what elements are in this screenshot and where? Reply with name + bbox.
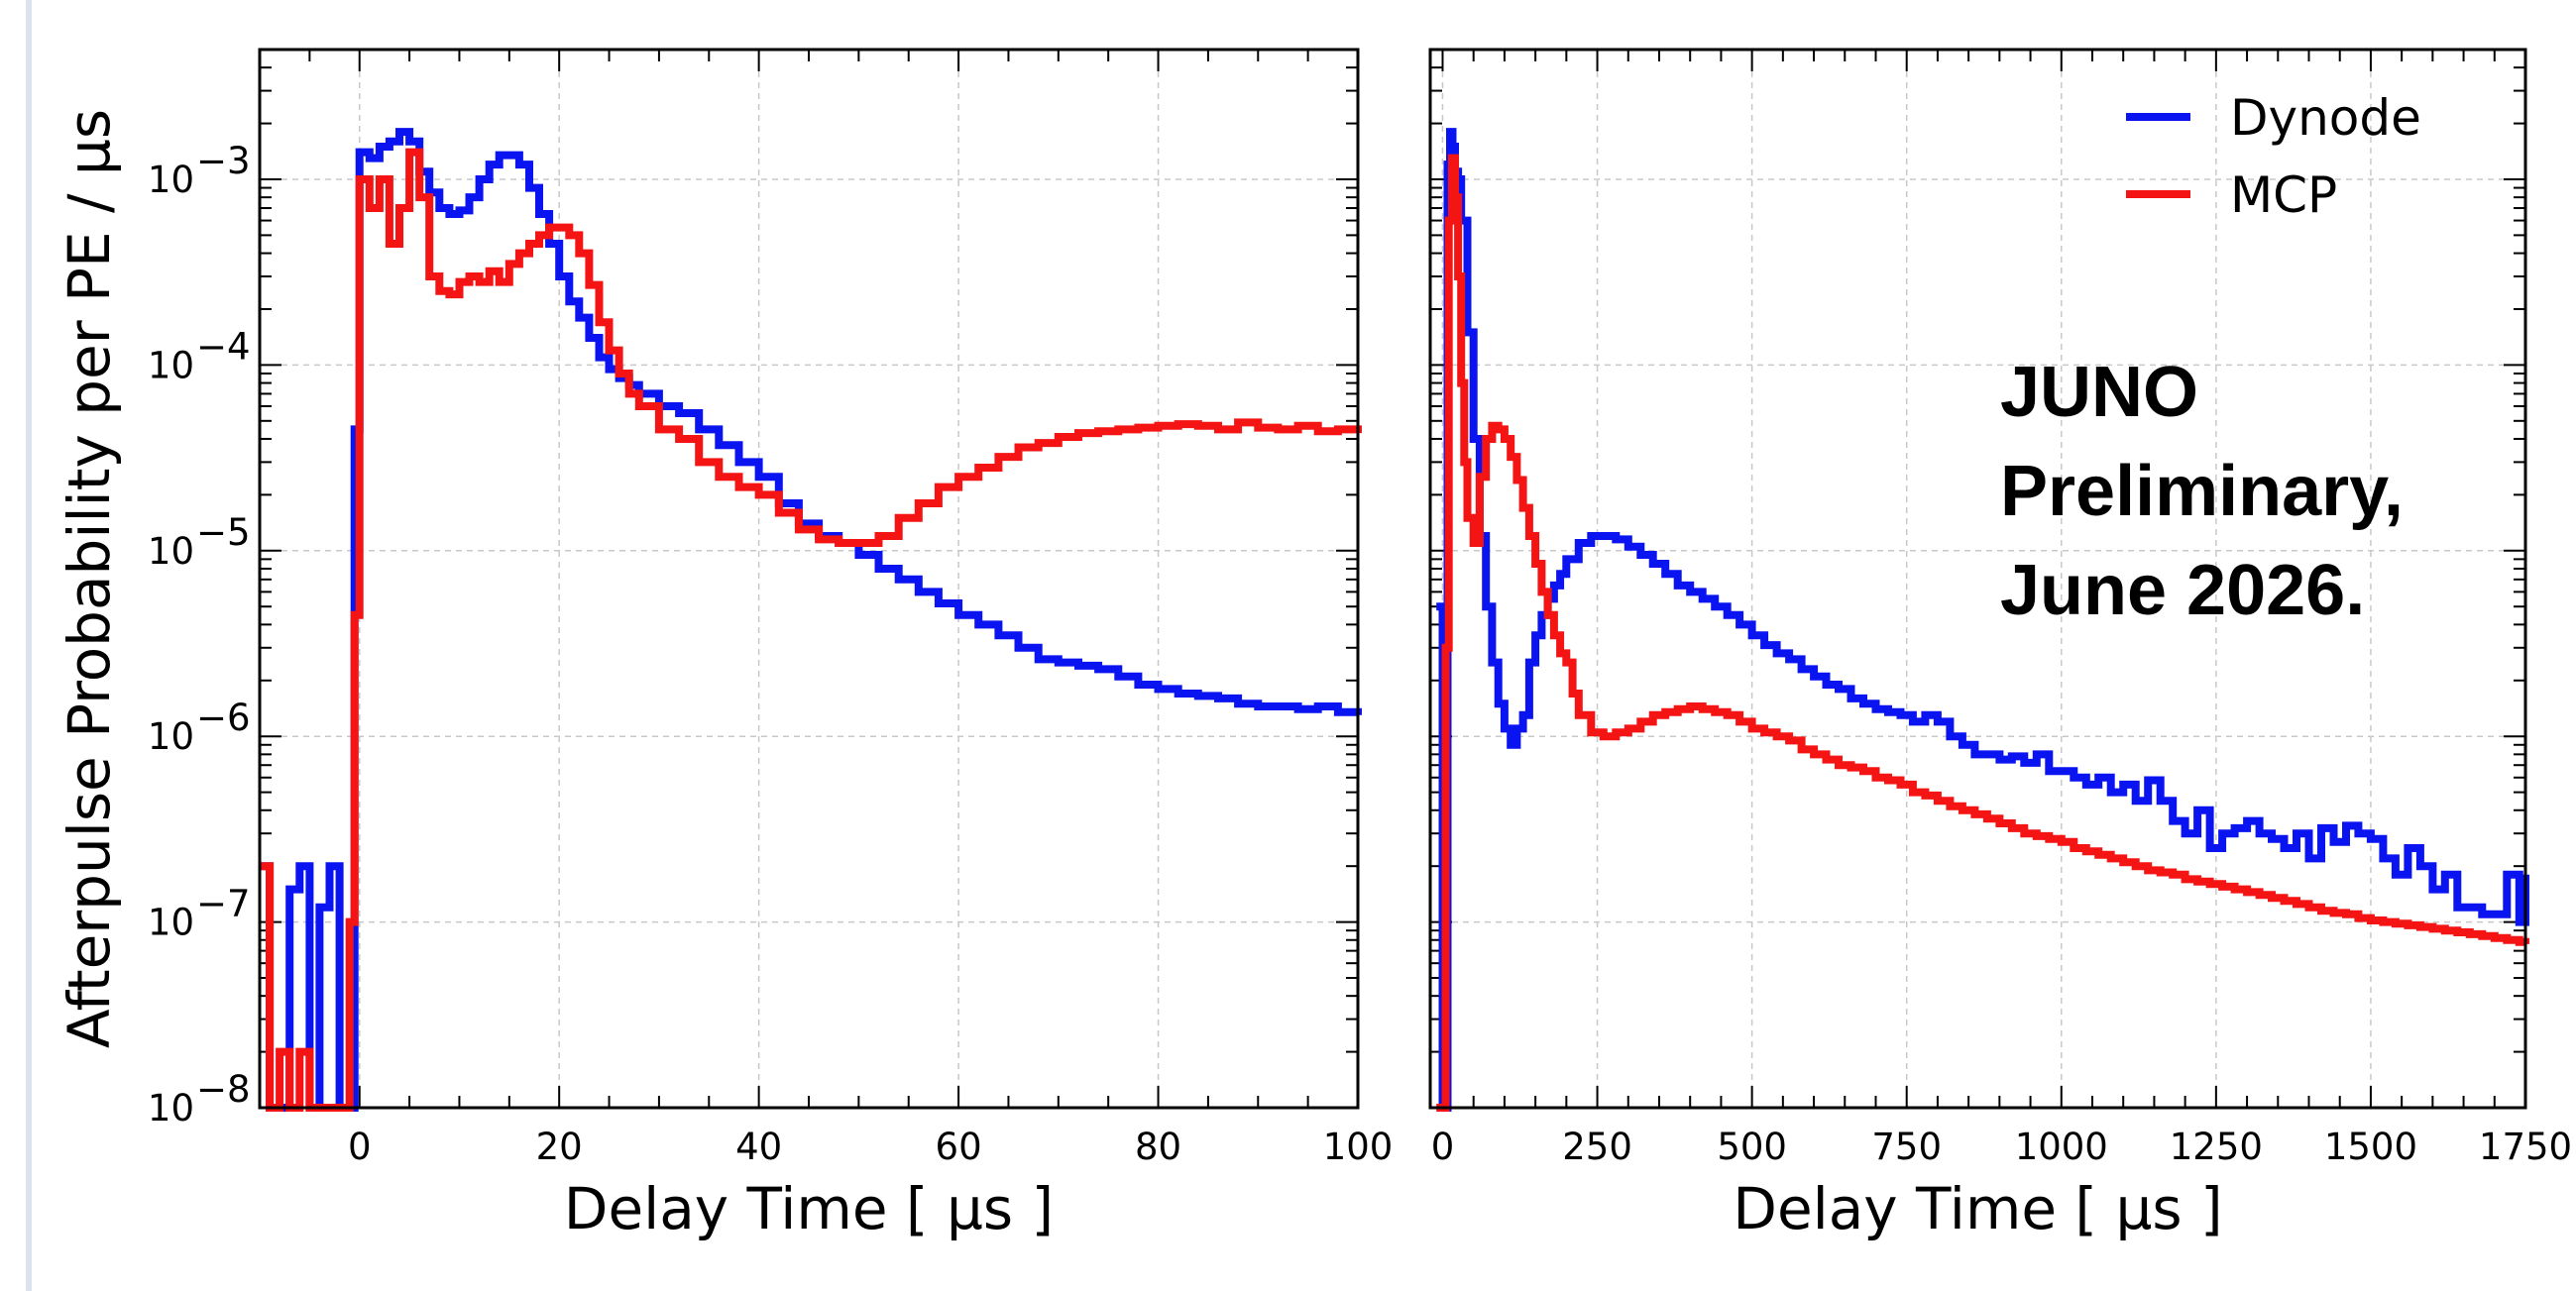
plot-frame bbox=[1428, 48, 2527, 1110]
x-axis-label: Delay Time [ μs ] bbox=[1733, 1175, 2222, 1242]
legend-label: Dynode bbox=[2230, 89, 2421, 147]
x-tick-label: 0 bbox=[348, 1126, 372, 1168]
x-tick-label: 60 bbox=[936, 1126, 982, 1168]
preliminary-annotation: JUNO bbox=[2000, 353, 2198, 432]
y-tick-base: 10 bbox=[148, 715, 194, 758]
grid-lines bbox=[260, 50, 1359, 1109]
y-tick-exponent: −4 bbox=[196, 325, 251, 368]
x-tick-label: 1250 bbox=[2170, 1126, 2263, 1168]
axis-ticks bbox=[1430, 49, 2526, 1109]
y-axis-label: Afterpulse Probability per PE / μs bbox=[56, 109, 123, 1048]
y-tick-exponent: −8 bbox=[196, 1068, 251, 1111]
right-panel: 0 250 500 750 1000 1250 1500 1750 Delay Time [ μ… bbox=[1428, 48, 2572, 1242]
y-tick-exponent: −7 bbox=[196, 883, 251, 925]
x-tick-label: 250 bbox=[1562, 1126, 1632, 1168]
x-tick-label: 20 bbox=[536, 1126, 583, 1168]
x-tick-label: 1000 bbox=[2015, 1126, 2108, 1168]
legend-label: MCP bbox=[2230, 166, 2337, 224]
y-tick-base: 10 bbox=[148, 902, 194, 944]
x-tick-label: 40 bbox=[735, 1126, 782, 1168]
y-tick-label: 10 bbox=[148, 159, 194, 201]
plot-frame bbox=[258, 48, 1360, 1110]
x-tick-label: 750 bbox=[1871, 1126, 1942, 1168]
y-tick-label: 10 bbox=[148, 1087, 194, 1130]
y-tick-base: 10 bbox=[148, 530, 194, 573]
series-line-dynode bbox=[260, 128, 1362, 1112]
page-left-border bbox=[26, 0, 32, 1291]
preliminary-annotation: Preliminary, bbox=[2000, 452, 2404, 531]
x-tick-label: 100 bbox=[1323, 1126, 1394, 1168]
y-tick-label: 10 bbox=[148, 344, 194, 386]
x-axis-label: Delay Time [ μs ] bbox=[564, 1175, 1054, 1242]
series-line-mcp bbox=[1436, 154, 2529, 1112]
preliminary-annotation: June 2026. bbox=[2000, 551, 2365, 630]
y-tick-label: 10 bbox=[148, 715, 194, 758]
legend: Dynode MCP bbox=[2126, 89, 2421, 224]
series-line-dynode bbox=[1436, 128, 2529, 1112]
y-tick-label: 10 bbox=[148, 902, 194, 944]
x-tick-label: 1500 bbox=[2324, 1126, 2417, 1168]
y-tick-exponent: −5 bbox=[196, 511, 251, 554]
series-line-mcp bbox=[260, 148, 1362, 1112]
x-tick-label: 1750 bbox=[2479, 1126, 2572, 1168]
y-tick-exponent: −3 bbox=[196, 140, 251, 182]
x-tick-label: 500 bbox=[1717, 1126, 1787, 1168]
x-tick-label: 80 bbox=[1135, 1126, 1181, 1168]
y-tick-exponent: −6 bbox=[196, 697, 251, 739]
y-tick-label: 10 bbox=[148, 530, 194, 573]
axis-ticks bbox=[259, 49, 1359, 1109]
x-tick-label: 0 bbox=[1431, 1126, 1455, 1168]
y-tick-base: 10 bbox=[148, 1087, 194, 1130]
y-tick-base: 10 bbox=[148, 159, 194, 201]
y-tick-base: 10 bbox=[148, 344, 194, 386]
